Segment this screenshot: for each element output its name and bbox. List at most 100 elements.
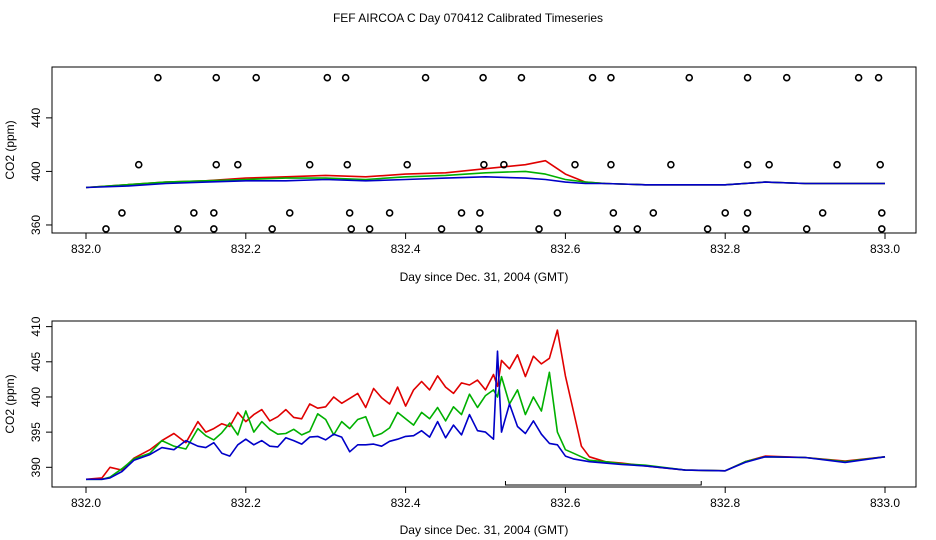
bottom-x-tick-label: 832.8 <box>710 496 740 510</box>
top-series-blue <box>85 176 885 189</box>
top-point-marker <box>649 209 658 217</box>
bottom-x-tick-label: 833.0 <box>870 496 900 510</box>
top-y-tick-label: 440 <box>29 108 43 128</box>
top-point-marker <box>190 209 198 217</box>
top-point-marker <box>134 160 143 169</box>
top-point-marker <box>703 225 712 233</box>
top-point-marker <box>234 160 242 169</box>
bottom-series-blue <box>86 350 886 481</box>
top-point-marker <box>667 160 675 169</box>
top-point-marker <box>457 209 466 217</box>
bottom-x-ticks: 832.0 832.2 832.4 832.6 832.8 833.0 <box>71 487 900 510</box>
top-point-marker <box>833 160 841 169</box>
bottom-plot-frame <box>51 320 917 488</box>
top-point-marker <box>782 73 791 82</box>
top-point-marker <box>365 225 374 233</box>
bottom-y-tick-label: 390 <box>29 457 43 477</box>
top-point-marker <box>588 73 597 82</box>
bottom-y-tick-label: 405 <box>29 351 43 371</box>
top-point-marker <box>878 225 886 233</box>
top-series <box>85 159 885 189</box>
top-point-marker <box>476 209 484 217</box>
top-point-marker <box>347 225 356 233</box>
top-point-marker <box>609 209 618 217</box>
top-series-green <box>85 170 885 189</box>
top-point-marker <box>252 73 260 82</box>
top-point-marker <box>721 209 730 217</box>
top-point-marker <box>421 73 430 82</box>
top-y-ticks: 360 400 440 <box>29 108 52 235</box>
top-point-marker <box>305 160 314 169</box>
top-x-tick-label: 833.0 <box>870 242 900 256</box>
top-y-tick-label: 360 <box>29 215 43 235</box>
top-x-tick-label: 832.2 <box>231 242 261 256</box>
bottom-x-axis-label: Day since Dec. 31, 2004 (GMT) <box>400 523 569 537</box>
top-point-marker <box>385 209 394 217</box>
top-plot-frame <box>51 66 917 234</box>
top-point-marker <box>876 160 885 169</box>
top-x-tick-label: 832.4 <box>391 242 421 256</box>
top-point-marker <box>212 73 221 82</box>
top-y-axis-label: CO2 (ppm) <box>3 120 17 179</box>
bottom-series <box>85 329 886 481</box>
bottom-x-tick-label: 832.2 <box>231 496 261 510</box>
bottom-y-tick-label: 410 <box>29 316 43 336</box>
top-points <box>102 73 886 233</box>
bottom-x-tick-label: 832.4 <box>391 496 421 510</box>
top-point-marker <box>210 209 218 217</box>
top-point-marker <box>742 225 750 233</box>
top-point-marker <box>403 160 411 169</box>
top-x-tick-label: 832.8 <box>710 242 740 256</box>
figure-title: FEF AIRCOA C Day 070412 Calibrated Times… <box>333 11 603 25</box>
top-point-marker <box>323 73 332 82</box>
top-panel: 832.0 832.2 832.4 832.6 832.8 833.0 360 400 440… <box>3 66 917 284</box>
bottom-bracket-line <box>504 481 702 486</box>
bottom-series-red <box>85 329 886 481</box>
top-point-marker <box>613 225 622 233</box>
top-point-marker <box>341 73 350 82</box>
top-point-marker <box>437 225 446 233</box>
bottom-y-tick-label: 400 <box>29 387 43 407</box>
top-point-marker <box>874 73 883 82</box>
top-point-marker <box>607 73 615 82</box>
top-point-marker <box>802 225 811 233</box>
top-point-marker <box>479 73 487 82</box>
bottom-y-axis-label: CO2 (ppm) <box>3 374 17 433</box>
top-point-marker <box>607 160 615 169</box>
top-point-marker <box>480 160 488 169</box>
top-series-red <box>85 159 885 189</box>
top-point-marker <box>345 209 354 217</box>
bottom-bracket <box>504 481 702 486</box>
top-point-marker <box>743 160 752 169</box>
top-x-tick-label: 832.0 <box>71 242 101 256</box>
top-point-marker <box>535 225 543 233</box>
top-point-marker <box>553 209 562 217</box>
top-y-tick-label: 400 <box>29 161 43 181</box>
bottom-x-tick-label: 832.0 <box>71 496 101 510</box>
top-point-marker <box>210 225 218 233</box>
top-point-marker <box>268 225 276 233</box>
top-point-marker <box>517 73 526 82</box>
bottom-panel: 832.0 832.2 832.4 832.6 832.8 833.0 390 395 400… <box>3 316 917 537</box>
bottom-x-tick-label: 832.6 <box>550 496 580 510</box>
top-point-marker <box>118 209 126 217</box>
top-point-marker <box>685 73 694 82</box>
top-point-marker <box>102 225 110 233</box>
top-x-ticks: 832.0 832.2 832.4 832.6 832.8 833.0 <box>71 233 900 256</box>
top-x-tick-label: 832.6 <box>550 242 580 256</box>
top-point-marker <box>878 209 886 217</box>
bottom-y-tick-label: 395 <box>29 422 43 442</box>
top-point-marker <box>571 160 579 169</box>
top-point-marker <box>743 209 752 217</box>
top-point-marker <box>500 160 508 169</box>
top-point-marker <box>343 160 352 169</box>
bottom-series-green <box>86 371 886 481</box>
bottom-y-ticks: 390 395 400 405 410 <box>29 316 52 477</box>
top-point-marker <box>212 160 221 169</box>
top-point-marker <box>818 209 827 217</box>
top-point-marker <box>854 73 863 82</box>
top-point-marker <box>174 225 182 233</box>
top-point-marker <box>285 209 294 217</box>
top-point-marker <box>633 225 642 233</box>
